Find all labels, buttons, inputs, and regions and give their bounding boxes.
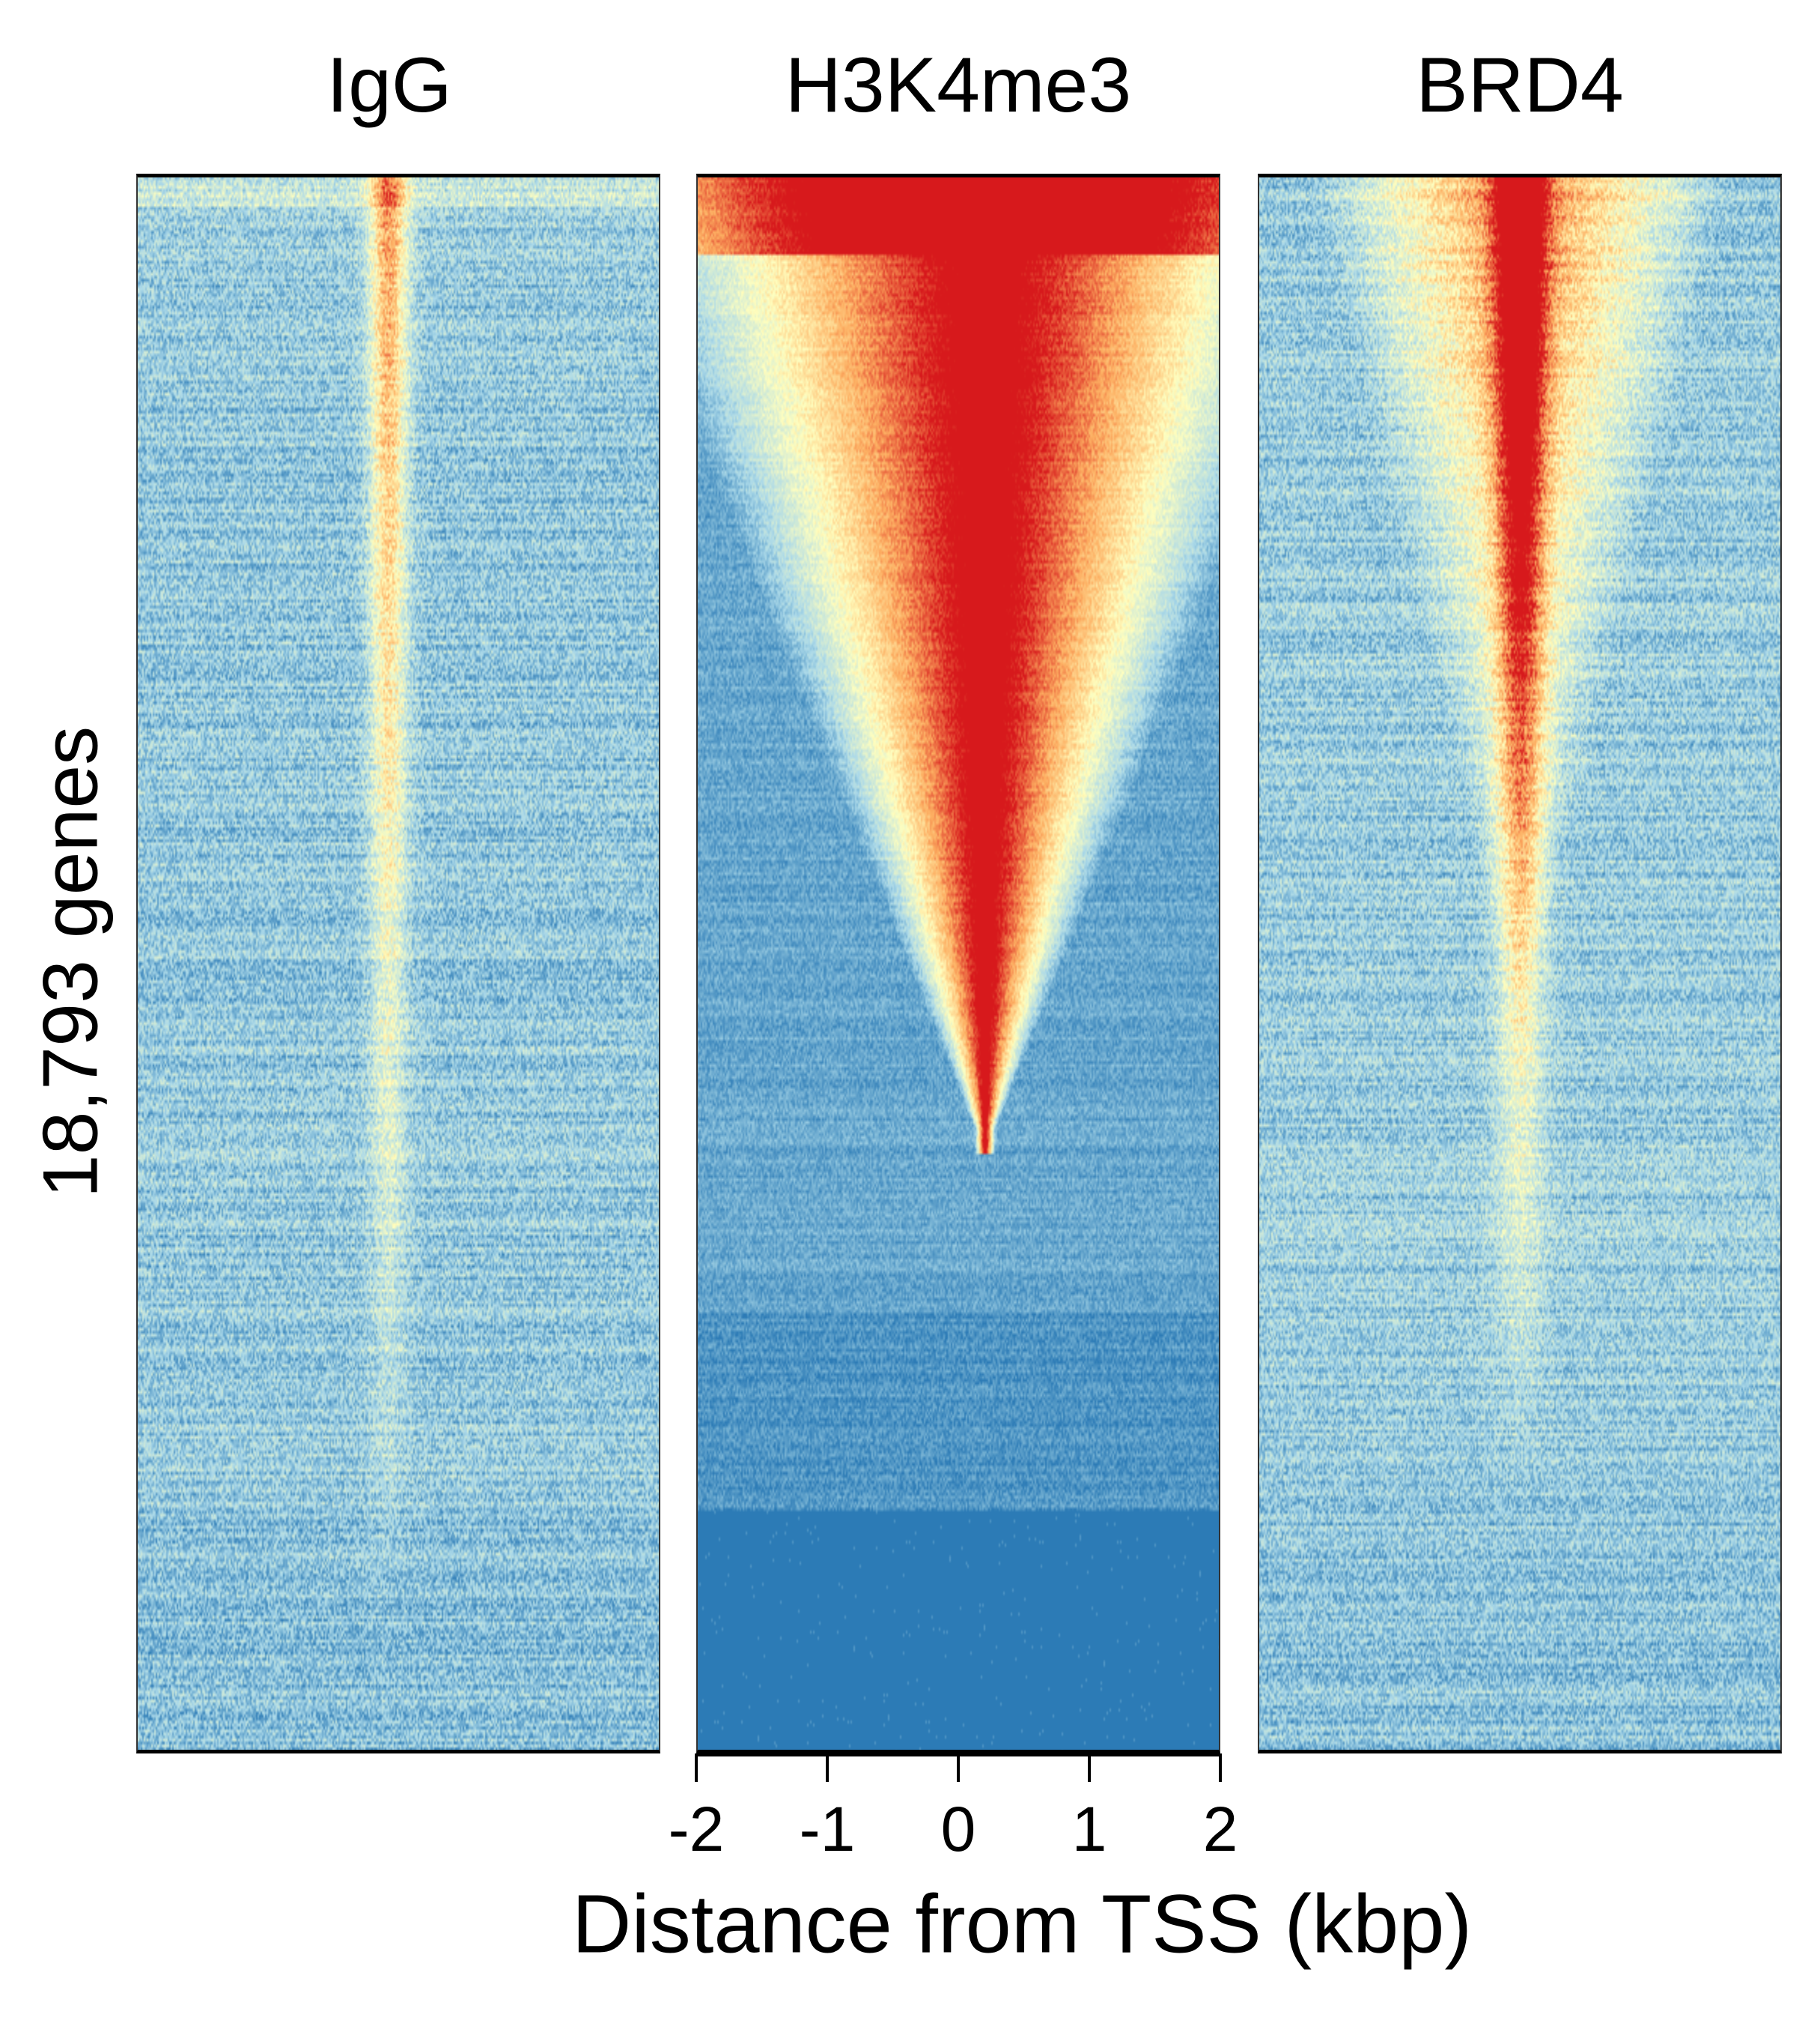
panel-title-brd4: BRD4 [1416,42,1624,129]
x-tick-label: 2 [1203,1794,1238,1864]
heatmap-h3k4me3 [696,174,1220,1753]
heatmap-brd4 [1258,174,1782,1753]
heatmap-panel-h3k4me3 [696,174,1220,1753]
heatmap-igg [136,174,660,1753]
panel-title-h3k4me3: H3K4me3 [785,42,1132,129]
panel-frame [1258,174,1782,1753]
panel-frame [696,174,1220,1753]
heatmap-panel-brd4 [1258,174,1782,1753]
panel-title-igg: IgG [326,42,452,129]
x-tick-label: 0 [941,1794,976,1864]
panel-frame [136,174,660,1753]
x-tick-label: 1 [1072,1794,1107,1864]
x-axis: -2 -1 0 1 2 [669,1753,1238,1864]
x-tick-label: -2 [669,1794,725,1864]
x-tick-label: -1 [800,1794,856,1864]
y-axis-label: 18,793 genes [27,725,115,1199]
x-axis-label: Distance from TSS (kbp) [571,1878,1473,1971]
heatmap-panel-igg [136,174,660,1753]
